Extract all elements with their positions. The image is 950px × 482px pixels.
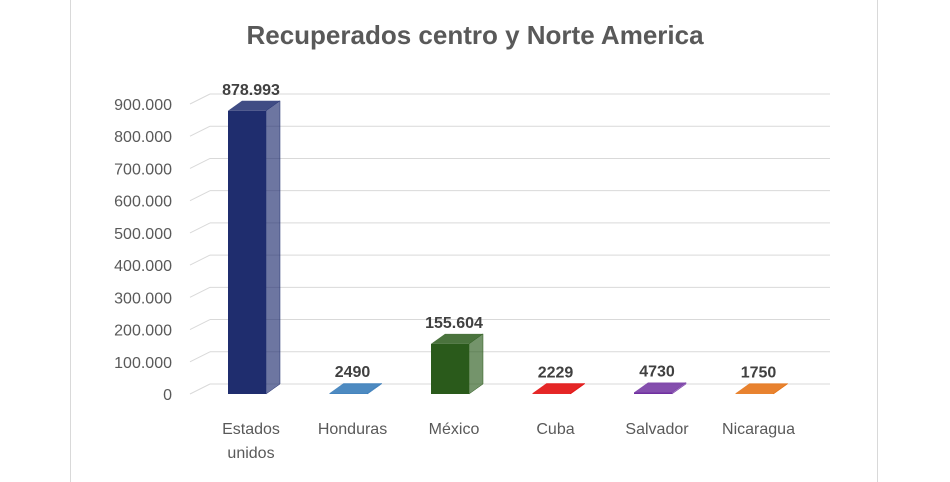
gridline-diag bbox=[189, 319, 211, 331]
bar-top bbox=[329, 383, 382, 394]
bar-front bbox=[228, 110, 266, 394]
y-tick-label: 800.000 bbox=[114, 129, 172, 146]
y-tick-label: 700.000 bbox=[114, 161, 172, 178]
x-category-label: Honduras bbox=[318, 421, 387, 438]
bar-top bbox=[532, 383, 585, 394]
bar-side bbox=[265, 100, 281, 395]
y-tick-label: 900.000 bbox=[114, 97, 172, 114]
gridline-diag bbox=[189, 286, 211, 298]
bar-top bbox=[634, 382, 686, 393]
bar-layer bbox=[228, 100, 788, 395]
chart-title: Recuperados centro y Norte America bbox=[246, 20, 704, 50]
data-label: 2229 bbox=[538, 364, 574, 381]
y-tick-label: 600.000 bbox=[114, 194, 172, 211]
x-category-label: México bbox=[429, 421, 480, 438]
bar-side bbox=[367, 382, 382, 395]
y-tick-label: 300.000 bbox=[114, 290, 172, 307]
x-category-label: Estados bbox=[222, 421, 280, 438]
x-category-label: Nicaragua bbox=[722, 421, 795, 438]
bar bbox=[532, 382, 585, 395]
bar bbox=[329, 382, 382, 395]
data-label: 4730 bbox=[639, 363, 675, 380]
y-tick-label: 400.000 bbox=[114, 258, 172, 275]
y-tick-label: 500.000 bbox=[114, 226, 172, 243]
bar bbox=[431, 333, 484, 395]
x-category-label: Cuba bbox=[536, 421, 574, 438]
data-label: 1750 bbox=[741, 364, 777, 381]
y-axis: 0 100.000 200.000 300.000 400.000 500.000 600.… bbox=[114, 97, 172, 404]
data-label: 155.604 bbox=[425, 315, 483, 332]
bar bbox=[634, 381, 687, 395]
gridline-diag bbox=[189, 222, 211, 234]
y-tick-label: 0 bbox=[163, 387, 172, 404]
bar bbox=[735, 382, 788, 395]
x-category-label: Salvador bbox=[625, 421, 689, 438]
gridline-diag bbox=[189, 351, 211, 363]
data-label: 878.993 bbox=[222, 82, 280, 99]
gridline-diag bbox=[189, 93, 211, 105]
bar-front bbox=[431, 343, 469, 394]
bar bbox=[228, 100, 281, 395]
bar-front bbox=[634, 392, 672, 394]
label-layer: 878.993 Estados unidos 2490 Honduras 155.604 M… bbox=[222, 82, 795, 462]
grid-layer bbox=[189, 93, 830, 395]
chart-frame bbox=[70, 0, 878, 482]
bar-top bbox=[431, 333, 483, 344]
x-category-label: unidos bbox=[227, 445, 274, 462]
gridline-diag bbox=[189, 190, 211, 202]
y-tick-label: 200.000 bbox=[114, 323, 172, 340]
bar-front bbox=[532, 393, 571, 394]
bar-top bbox=[735, 383, 788, 394]
y-tick-label: 100.000 bbox=[114, 355, 172, 372]
bar-front bbox=[735, 393, 774, 394]
bar-top bbox=[228, 100, 280, 111]
gridline-diag bbox=[189, 157, 211, 169]
bar-front bbox=[329, 393, 368, 394]
gridline-diag bbox=[189, 254, 211, 266]
data-label: 2490 bbox=[335, 364, 371, 381]
gridline-diag bbox=[189, 125, 211, 137]
gridline-diag bbox=[189, 383, 211, 395]
bar-side bbox=[468, 333, 484, 395]
